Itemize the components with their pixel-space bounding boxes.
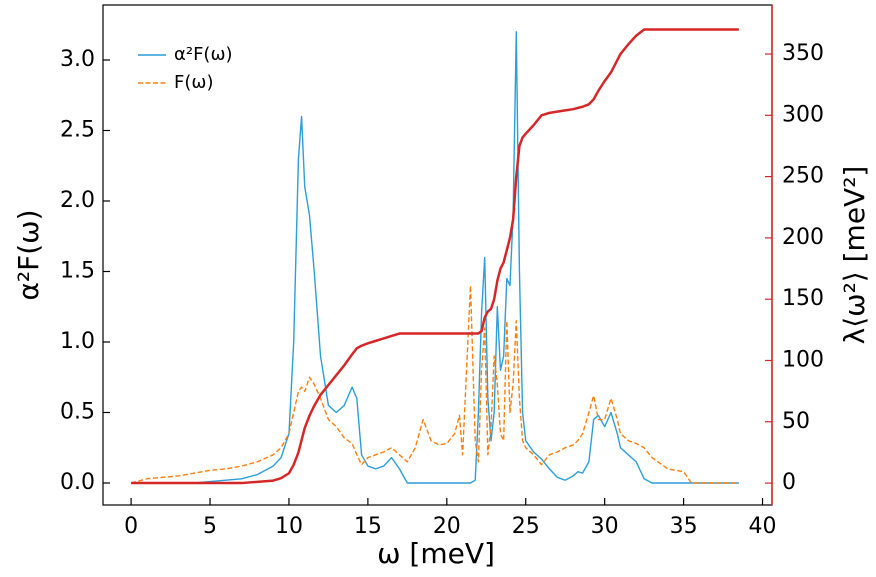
y-tick-label: 2.5 (60, 117, 95, 142)
x-tick-label: 35 (670, 514, 698, 539)
y-tick-label: 0.5 (60, 400, 95, 425)
x-axis-label: ω [meV] (377, 537, 495, 570)
series-line (130, 284, 739, 484)
y2-tick-label: 350 (782, 41, 824, 66)
x-tick-label: 0 (124, 514, 138, 539)
y-tick-label: 2.0 (60, 188, 95, 213)
y-tick-label: 1.0 (60, 329, 95, 354)
y2-tick-label: 0 (782, 470, 796, 495)
y-tick-label: 1.5 (60, 258, 95, 283)
x-tick-label: 40 (749, 514, 777, 539)
x-tick-label: 30 (591, 514, 619, 539)
y2-tick-label: 150 (782, 286, 824, 311)
y2-tick-label: 100 (782, 347, 824, 372)
x-tick-label: 5 (203, 514, 217, 539)
series-line (131, 31, 739, 484)
y2-tick-label: 200 (782, 225, 824, 250)
x-tick-label: 10 (275, 514, 303, 539)
y-axis-label: α²F(ω) (12, 209, 45, 300)
legend-label: α²F(ω) (174, 44, 233, 65)
y2-tick-label: 50 (782, 409, 810, 434)
y2-tick-label: 300 (782, 102, 824, 127)
y2-axis-label: λ⟨ω²⟩ [meV²] (838, 166, 871, 345)
series-line (131, 28, 739, 485)
x-tick-label: 25 (512, 514, 540, 539)
y-tick-label: 0.0 (60, 470, 95, 495)
legend-label: F(ω) (174, 72, 213, 93)
x-tick-label: 15 (354, 514, 382, 539)
y2-tick-label: 250 (782, 164, 824, 189)
y-tick-label: 3.0 (60, 47, 95, 72)
x-tick-label: 20 (433, 514, 461, 539)
